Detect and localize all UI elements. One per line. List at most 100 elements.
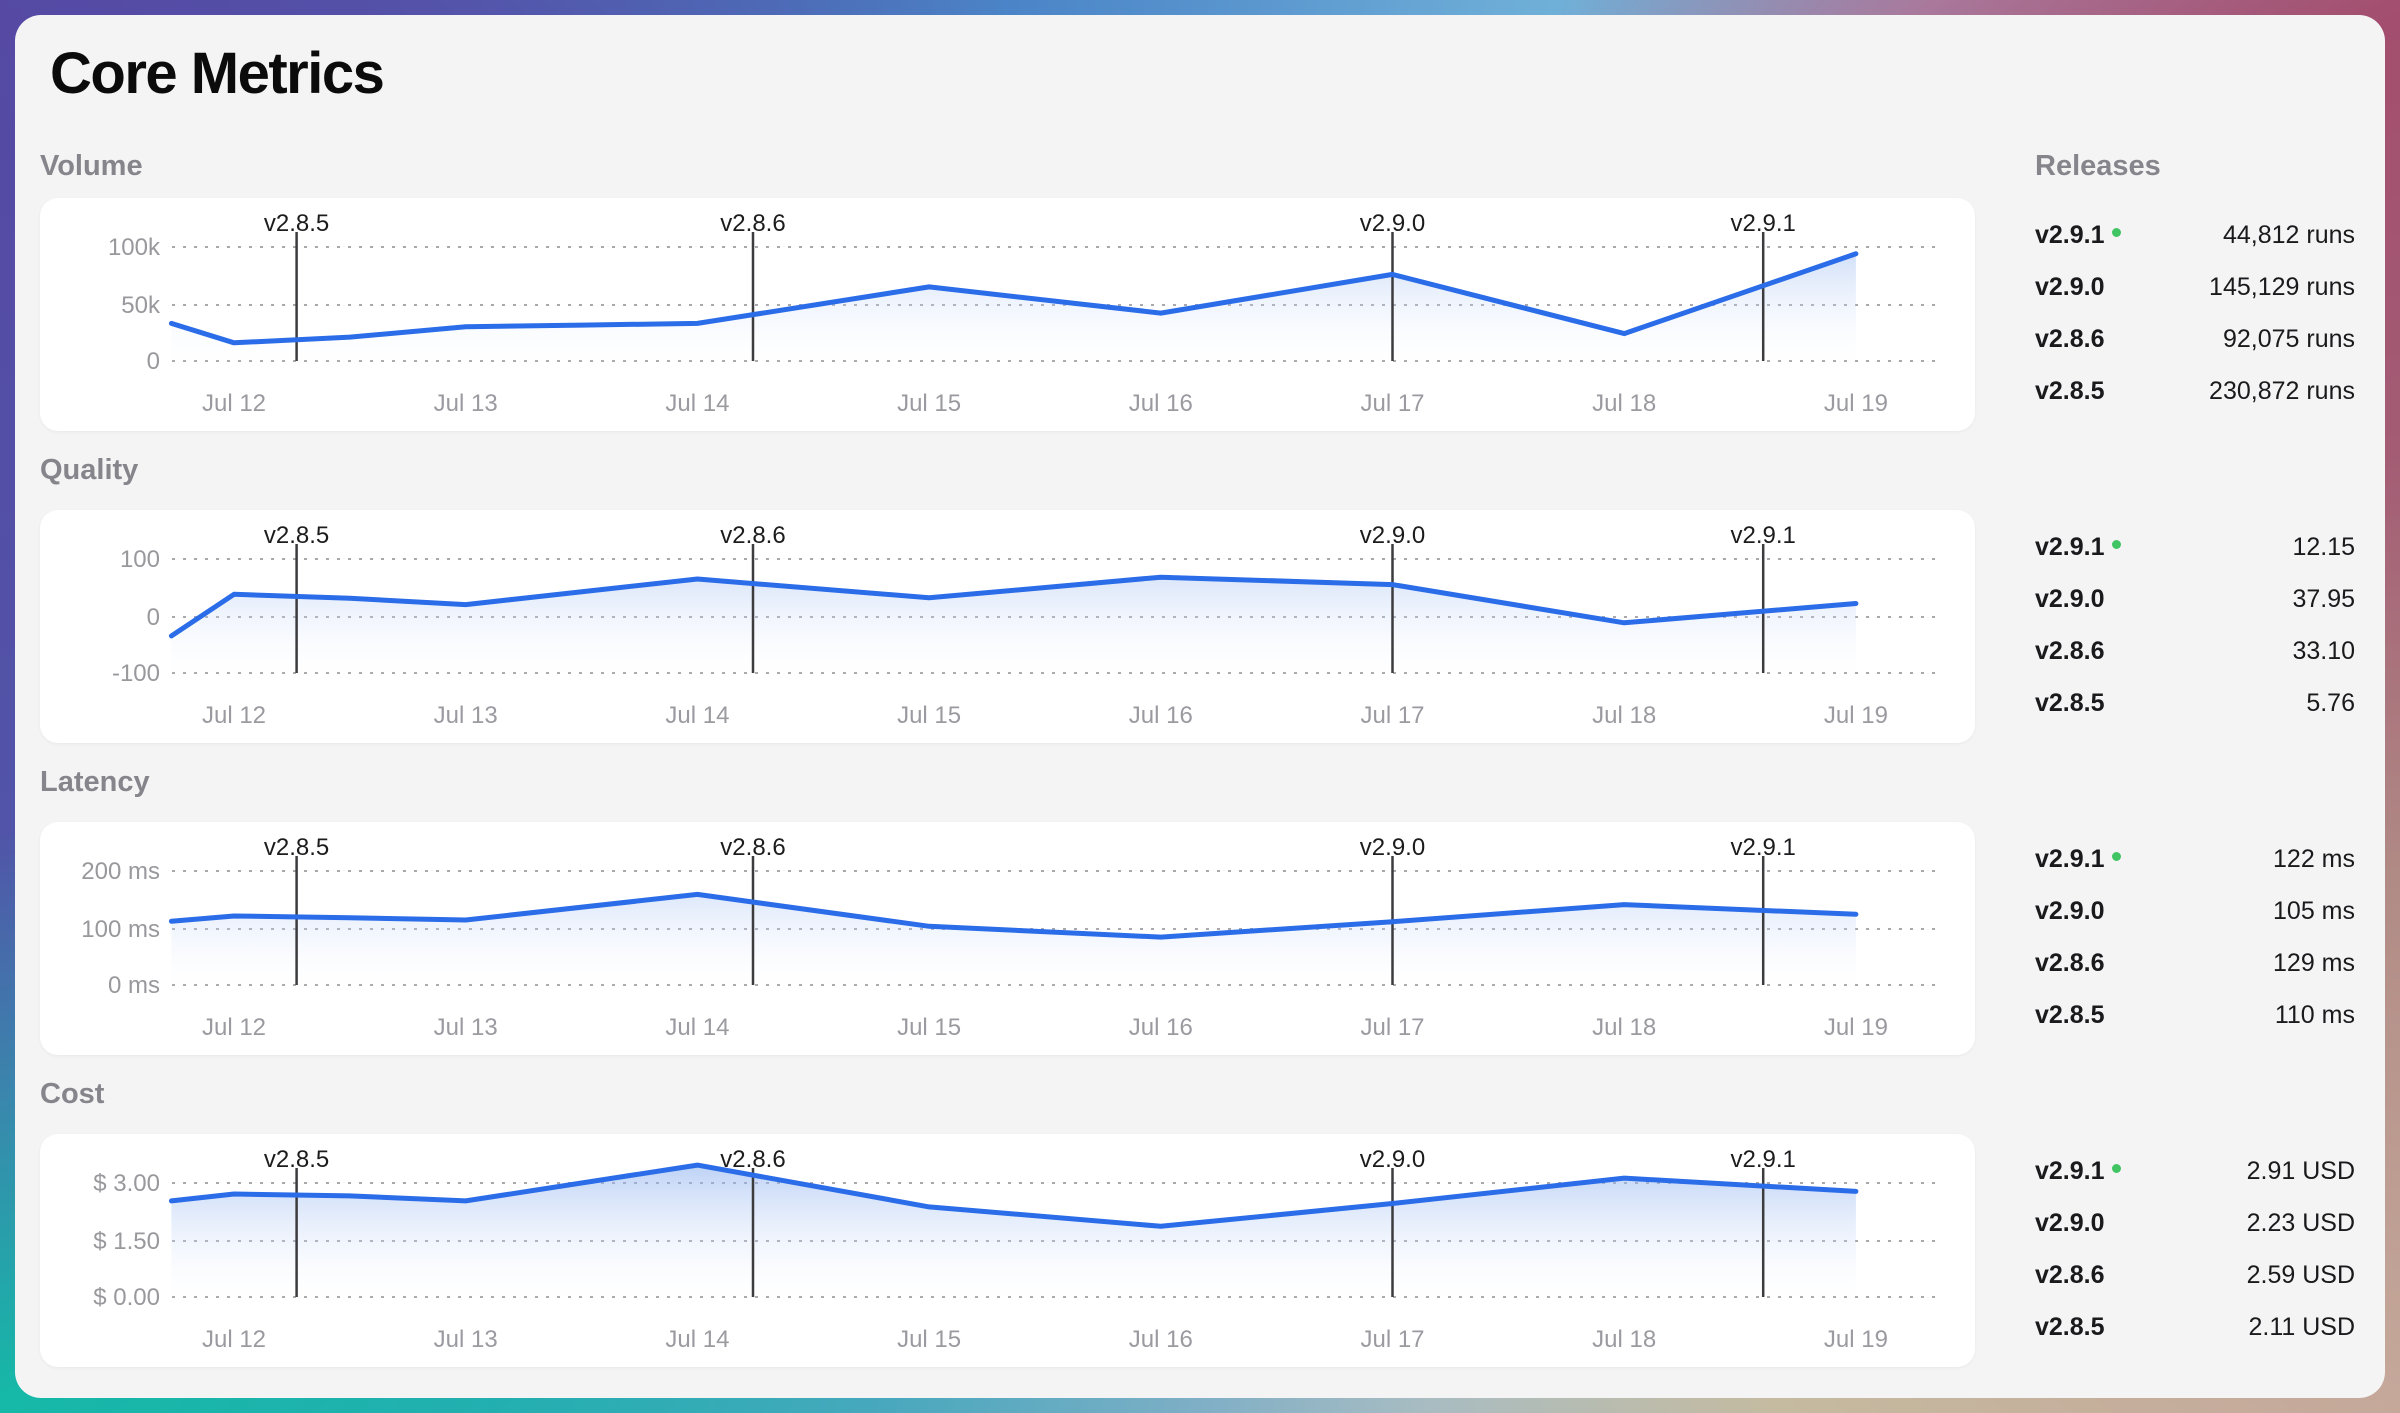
release-marker-label: v2.8.6 — [720, 834, 785, 861]
quality-release-stats: v2.9.1 12.15 v2.9.0 37.95 v2.8.6 33.10 v2.8.5 5… — [2035, 510, 2355, 743]
y-axis-tick-label: -100 — [112, 660, 160, 687]
x-axis-tick-label: Jul 15 — [897, 390, 961, 417]
release-marker-label: v2.8.6 — [720, 210, 785, 237]
x-axis-tick-label: Jul 19 — [1824, 1014, 1888, 1041]
cost-release-stats: v2.9.1 2.91 USD v2.9.0 2.23 USD v2.8.6 2.59 U… — [2035, 1134, 2355, 1367]
x-axis-tick-label: Jul 15 — [897, 1326, 961, 1353]
release-value: 2.23 USD — [2246, 1209, 2355, 1238]
y-axis-tick-label: 0 — [147, 604, 160, 631]
x-axis-tick-label: Jul 15 — [897, 1014, 961, 1041]
x-axis-tick-label: Jul 16 — [1129, 1326, 1193, 1353]
x-axis-tick-label: Jul 16 — [1129, 1014, 1193, 1041]
section-label-quality: Quality — [40, 453, 139, 486]
x-axis-tick-label: Jul 12 — [202, 1014, 266, 1041]
release-row: v2.8.6 92,075 runs — [2035, 314, 2355, 366]
y-axis-tick-label: 100k — [108, 234, 161, 261]
series-line — [168, 891, 1859, 940]
release-version-label: v2.9.0 — [2035, 1209, 2105, 1238]
series-line — [168, 250, 1859, 345]
release-version-label: v2.9.0 — [2035, 897, 2105, 926]
release-value: 145,129 runs — [2209, 273, 2355, 302]
x-axis-tick-label: Jul 13 — [434, 390, 498, 417]
release-version-label: v2.9.1 — [2035, 845, 2121, 874]
x-axis-tick-label: Jul 14 — [665, 390, 729, 417]
x-axis-tick-label: Jul 17 — [1360, 1326, 1424, 1353]
y-axis-tick-label: 100 ms — [81, 916, 160, 943]
release-marker-label: v2.8.5 — [264, 834, 329, 861]
release-version-label: v2.8.6 — [2035, 637, 2105, 666]
current-release-dot — [2111, 1164, 2121, 1174]
x-axis-tick-label: Jul 19 — [1824, 1326, 1888, 1353]
release-value: 44,812 runs — [2222, 221, 2355, 250]
volume-chart-svg: 100k 50k 0 Jul 12 Jul 13 Jul 14 Jul 15 Jul 16 Ju… — [108, 210, 1940, 417]
release-version-label: v2.8.6 — [2035, 949, 2105, 978]
series-area — [171, 253, 1856, 361]
release-value: 12.15 — [2292, 533, 2355, 562]
release-row: v2.9.0 145,129 runs — [2035, 262, 2355, 314]
release-row: v2.8.6 129 ms — [2035, 938, 2355, 990]
release-version-label: v2.8.6 — [2035, 325, 2105, 354]
y-axis-tick-label: $ 0.00 — [93, 1284, 160, 1311]
release-marker-label: v2.8.6 — [720, 1146, 785, 1173]
y-axis-tick-label: 200 ms — [81, 858, 160, 885]
x-axis-tick-label: Jul 13 — [434, 1014, 498, 1041]
x-axis-tick-label: Jul 12 — [202, 390, 266, 417]
x-axis-tick-label: Jul 16 — [1129, 702, 1193, 729]
x-axis-tick-label: Jul 17 — [1360, 1014, 1424, 1041]
release-value: 92,075 runs — [2222, 325, 2355, 354]
x-axis-tick-label: Jul 13 — [434, 1326, 498, 1353]
release-marker-label: v2.8.5 — [264, 1146, 329, 1173]
cost-chart-svg: $ 3.00 $ 1.50 $ 0.00 Jul 12 Jul 13 Jul 14 Jul … — [93, 1146, 1940, 1353]
x-axis-tick-label: Jul 15 — [897, 702, 961, 729]
latency-chart-svg: 200 ms 100 ms 0 ms Jul 12 Jul 13 Jul 14 Jul 15… — [81, 834, 1940, 1041]
page-title: Core Metrics — [50, 41, 385, 106]
release-version-label: v2.8.5 — [2035, 377, 2105, 406]
release-marker-label: v2.9.0 — [1360, 1146, 1425, 1173]
release-marker-label: v2.9.1 — [1731, 522, 1796, 549]
x-axis-tick-label: Jul 13 — [434, 702, 498, 729]
release-marker-label: v2.9.0 — [1360, 834, 1425, 861]
current-release-dot — [2111, 228, 2121, 238]
quality-chart-svg: 100 0 -100 Jul 12 Jul 13 Jul 14 Jul 15 Jul 16 Ju… — [112, 522, 1940, 729]
y-axis-tick-label: 0 ms — [108, 972, 160, 999]
release-marker-label: v2.9.1 — [1731, 210, 1796, 237]
release-row: v2.9.0 37.95 — [2035, 574, 2355, 626]
y-axis-tick-label: $ 3.00 — [93, 1170, 160, 1197]
release-version-label: v2.9.1 — [2035, 1157, 2121, 1186]
x-axis-tick-label: Jul 18 — [1592, 1014, 1656, 1041]
release-version-label: v2.9.1 — [2035, 533, 2121, 562]
latency-chart: 200 ms 100 ms 0 ms Jul 12 Jul 13 Jul 14 Jul 15… — [40, 821, 1975, 1055]
y-axis-tick-label: 50k — [121, 292, 161, 319]
release-value: 2.59 USD — [2246, 1261, 2355, 1290]
releases-header: Releases — [2035, 150, 2161, 183]
release-row: v2.9.1 44,812 runs — [2035, 210, 2355, 262]
release-row: v2.8.6 2.59 USD — [2035, 1250, 2355, 1302]
release-row: v2.8.5 230,872 runs — [2035, 366, 2355, 418]
x-axis-tick-label: Jul 17 — [1360, 702, 1424, 729]
x-axis-tick-label: Jul 12 — [202, 1326, 266, 1353]
y-axis-tick-label: 0 — [147, 348, 160, 375]
release-row: v2.8.6 33.10 — [2035, 626, 2355, 678]
current-release-dot — [2111, 852, 2121, 862]
x-axis-tick-label: Jul 14 — [665, 1014, 729, 1041]
x-axis-tick-label: Jul 14 — [665, 1326, 729, 1353]
release-version-label: v2.9.0 — [2035, 273, 2105, 302]
x-axis-tick-label: Jul 19 — [1824, 390, 1888, 417]
x-axis-tick-label: Jul 18 — [1592, 702, 1656, 729]
release-value: 2.11 USD — [2248, 1313, 2355, 1342]
release-value: 230,872 runs — [2209, 377, 2355, 406]
release-marker-label: v2.8.5 — [264, 210, 329, 237]
release-version-label: v2.8.5 — [2035, 689, 2105, 718]
series-line — [168, 574, 1859, 639]
release-marker-label: v2.8.6 — [720, 522, 785, 549]
release-marker-label: v2.9.0 — [1360, 210, 1425, 237]
volume-chart: 100k 50k 0 Jul 12 Jul 13 Jul 14 Jul 15 Jul 16 Ju… — [40, 197, 1975, 431]
release-row: v2.8.5 2.11 USD — [2035, 1302, 2355, 1354]
section-label-latency: Latency — [40, 765, 150, 798]
quality-chart: 100 0 -100 Jul 12 Jul 13 Jul 14 Jul 15 Jul 16 Ju… — [40, 509, 1975, 743]
release-row: v2.9.1 122 ms — [2035, 834, 2355, 886]
current-release-dot — [2111, 540, 2121, 550]
y-axis-tick-label: $ 1.50 — [93, 1228, 160, 1255]
release-value: 2.91 USD — [2246, 1157, 2355, 1186]
x-axis-tick-label: Jul 12 — [202, 702, 266, 729]
